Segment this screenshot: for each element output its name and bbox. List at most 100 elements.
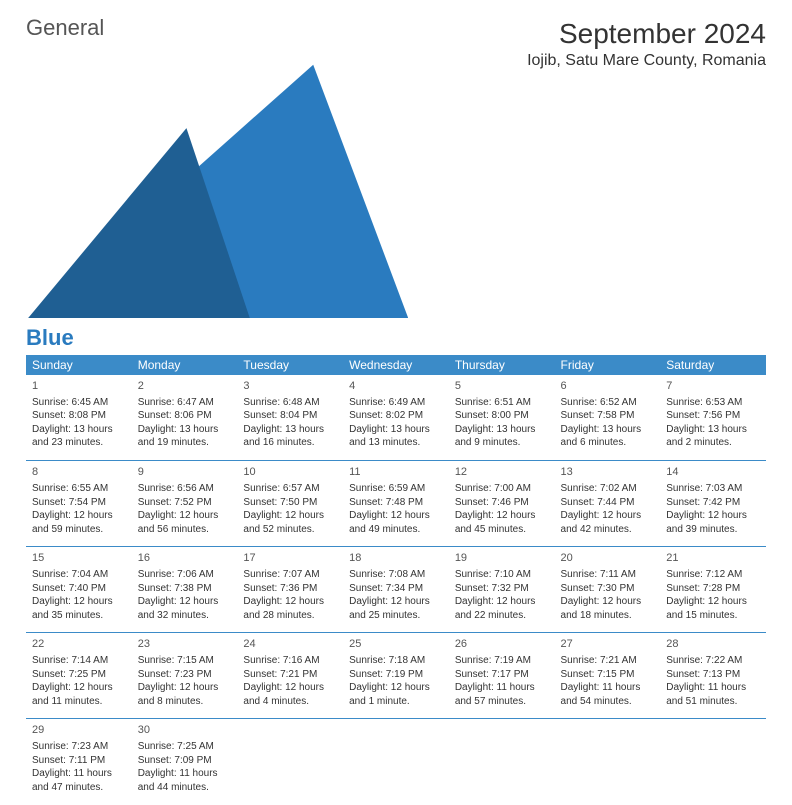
sunset-line: Sunset: 7:50 PM (243, 496, 337, 510)
sunset-line: Sunset: 7:13 PM (666, 668, 760, 682)
calendar-cell: 27Sunrise: 7:21 AMSunset: 7:15 PMDayligh… (555, 633, 661, 719)
sunset-line: Sunset: 8:02 PM (349, 409, 443, 423)
sunrise-line: Sunrise: 7:25 AM (138, 740, 232, 754)
calendar-cell (449, 719, 555, 805)
daylight-line: Daylight: 12 hours and 1 minute. (349, 681, 443, 708)
sunrise-line: Sunrise: 7:06 AM (138, 568, 232, 582)
calendar-cell: 4Sunrise: 6:49 AMSunset: 8:02 PMDaylight… (343, 375, 449, 461)
calendar-cell: 2Sunrise: 6:47 AMSunset: 8:06 PMDaylight… (132, 375, 238, 461)
day-number: 19 (455, 551, 549, 566)
sunrise-line: Sunrise: 7:19 AM (455, 654, 549, 668)
calendar-cell: 9 Sunrise: 6:56 AMSunset: 7:52 PMDaylight… (132, 461, 238, 547)
calendar-cell: 21Sunrise: 7:12 AMSunset: 7:28 PMDayligh… (660, 547, 766, 633)
sunset-line: Sunset: 7:30 PM (561, 582, 655, 596)
day-number: 9 (138, 465, 232, 480)
header: General Blue September 2024 Iojib, Satu … (26, 18, 766, 349)
day-number: 7 (666, 379, 760, 394)
sunset-line: Sunset: 7:34 PM (349, 582, 443, 596)
sunset-line: Sunset: 7:38 PM (138, 582, 232, 596)
sunrise-line: Sunrise: 6:48 AM (243, 396, 337, 410)
daylight-line: Daylight: 12 hours and 45 minutes. (455, 509, 549, 536)
sunrise-line: Sunrise: 7:00 AM (455, 482, 549, 496)
sunset-line: Sunset: 8:04 PM (243, 409, 337, 423)
calendar-cell (555, 719, 661, 805)
day-number: 10 (243, 465, 337, 480)
day-number: 16 (138, 551, 232, 566)
sunset-line: Sunset: 7:48 PM (349, 496, 443, 510)
calendar-cell (237, 719, 343, 805)
calendar-cell: 26Sunrise: 7:19 AMSunset: 7:17 PMDayligh… (449, 633, 555, 719)
day-number: 13 (561, 465, 655, 480)
sunrise-line: Sunrise: 6:56 AM (138, 482, 232, 496)
daylight-line: Daylight: 12 hours and 11 minutes. (32, 681, 126, 708)
sunset-line: Sunset: 7:54 PM (32, 496, 126, 510)
calendar-cell: 3Sunrise: 6:48 AMSunset: 8:04 PMDaylight… (237, 375, 343, 461)
sunrise-line: Sunrise: 7:03 AM (666, 482, 760, 496)
daylight-line: Daylight: 12 hours and 32 minutes. (138, 595, 232, 622)
daylight-line: Daylight: 11 hours and 57 minutes. (455, 681, 549, 708)
sunset-line: Sunset: 7:58 PM (561, 409, 655, 423)
daylight-line: Daylight: 12 hours and 49 minutes. (349, 509, 443, 536)
calendar-week-row: 1Sunrise: 6:45 AMSunset: 8:08 PMDaylight… (26, 375, 766, 461)
location-label: Iojib, Satu Mare County, Romania (527, 52, 766, 70)
sunset-line: Sunset: 8:06 PM (138, 409, 232, 423)
calendar-week-row: 15Sunrise: 7:04 AMSunset: 7:40 PMDayligh… (26, 547, 766, 633)
sunset-line: Sunset: 7:19 PM (349, 668, 443, 682)
day-number: 27 (561, 637, 655, 652)
calendar-cell: 19Sunrise: 7:10 AMSunset: 7:32 PMDayligh… (449, 547, 555, 633)
calendar-week-row: 8Sunrise: 6:55 AMSunset: 7:54 PMDaylight… (26, 461, 766, 547)
weekday-header: Tuesday (237, 355, 343, 375)
sunrise-line: Sunrise: 7:16 AM (243, 654, 337, 668)
sunrise-line: Sunrise: 7:21 AM (561, 654, 655, 668)
day-number: 29 (32, 723, 126, 738)
calendar-cell: 28Sunrise: 7:22 AMSunset: 7:13 PMDayligh… (660, 633, 766, 719)
day-number: 6 (561, 379, 655, 394)
sunset-line: Sunset: 7:11 PM (32, 754, 126, 768)
sunrise-line: Sunrise: 6:59 AM (349, 482, 443, 496)
calendar-cell: 10 Sunrise: 6:57 AMSunset: 7:50 PMDayligh… (237, 461, 343, 547)
sunrise-line: Sunrise: 7:11 AM (561, 568, 655, 582)
weekday-header: Sunday (26, 355, 132, 375)
sunset-line: Sunset: 7:52 PM (138, 496, 232, 510)
calendar-cell: 5Sunrise: 6:51 AMSunset: 8:00 PMDaylight… (449, 375, 555, 461)
calendar-cell (343, 719, 449, 805)
calendar-week-row: 29Sunrise: 7:23 AMSunset: 7:11 PMDayligh… (26, 719, 766, 805)
daylight-line: Daylight: 13 hours and 13 minutes. (349, 423, 443, 450)
daylight-line: Daylight: 13 hours and 9 minutes. (455, 423, 549, 450)
daylight-line: Daylight: 13 hours and 19 minutes. (138, 423, 232, 450)
page-title: September 2024 (527, 18, 766, 50)
daylight-line: Daylight: 13 hours and 16 minutes. (243, 423, 337, 450)
calendar-cell: 18Sunrise: 7:08 AMSunset: 7:34 PMDayligh… (343, 547, 449, 633)
weekday-header: Thursday (449, 355, 555, 375)
daylight-line: Daylight: 11 hours and 54 minutes. (561, 681, 655, 708)
daylight-line: Daylight: 12 hours and 52 minutes. (243, 509, 337, 536)
weekday-header: Saturday (660, 355, 766, 375)
daylight-line: Daylight: 11 hours and 44 minutes. (138, 767, 232, 794)
sunrise-line: Sunrise: 6:49 AM (349, 396, 443, 410)
calendar-cell: 11Sunrise: 6:59 AMSunset: 7:48 PMDayligh… (343, 461, 449, 547)
weekday-header: Friday (555, 355, 661, 375)
calendar-cell: 22Sunrise: 7:14 AMSunset: 7:25 PMDayligh… (26, 633, 132, 719)
calendar-cell: 7Sunrise: 6:53 AMSunset: 7:56 PMDaylight… (660, 375, 766, 461)
sunrise-line: Sunrise: 6:57 AM (243, 482, 337, 496)
day-number: 12 (455, 465, 549, 480)
calendar-cell: 12Sunrise: 7:00 AMSunset: 7:46 PMDayligh… (449, 461, 555, 547)
calendar-cell (660, 719, 766, 805)
calendar-cell: 8Sunrise: 6:55 AMSunset: 7:54 PMDaylight… (26, 461, 132, 547)
day-number: 20 (561, 551, 655, 566)
calendar-cell: 13Sunrise: 7:02 AMSunset: 7:44 PMDayligh… (555, 461, 661, 547)
daylight-line: Daylight: 12 hours and 4 minutes. (243, 681, 337, 708)
calendar-cell: 15Sunrise: 7:04 AMSunset: 7:40 PMDayligh… (26, 547, 132, 633)
calendar-cell: 29Sunrise: 7:23 AMSunset: 7:11 PMDayligh… (26, 719, 132, 805)
weekday-header: Wednesday (343, 355, 449, 375)
sunrise-line: Sunrise: 7:02 AM (561, 482, 655, 496)
sunrise-line: Sunrise: 6:51 AM (455, 396, 549, 410)
sunset-line: Sunset: 7:21 PM (243, 668, 337, 682)
sunrise-line: Sunrise: 6:53 AM (666, 396, 760, 410)
daylight-line: Daylight: 12 hours and 25 minutes. (349, 595, 443, 622)
day-number: 25 (349, 637, 443, 652)
daylight-line: Daylight: 12 hours and 56 minutes. (138, 509, 232, 536)
sunrise-line: Sunrise: 7:18 AM (349, 654, 443, 668)
daylight-line: Daylight: 12 hours and 22 minutes. (455, 595, 549, 622)
sunrise-line: Sunrise: 7:04 AM (32, 568, 126, 582)
